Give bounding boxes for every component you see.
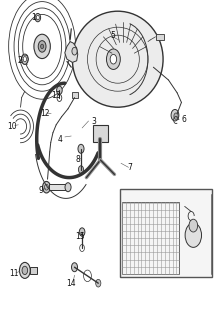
Circle shape bbox=[96, 279, 101, 287]
Bar bbox=[93, 125, 108, 142]
Circle shape bbox=[71, 263, 78, 272]
Text: 14: 14 bbox=[67, 279, 76, 288]
Circle shape bbox=[36, 15, 39, 20]
Circle shape bbox=[34, 34, 50, 59]
Text: 4: 4 bbox=[58, 135, 63, 144]
Text: 5: 5 bbox=[110, 31, 115, 40]
Text: 11: 11 bbox=[9, 269, 19, 278]
Text: 9: 9 bbox=[39, 186, 43, 195]
Text: 6: 6 bbox=[181, 116, 186, 124]
Text: 8: 8 bbox=[75, 156, 80, 164]
Circle shape bbox=[72, 47, 77, 55]
Bar bbox=[30, 267, 37, 274]
Text: 13: 13 bbox=[51, 92, 61, 100]
Bar bbox=[49, 184, 68, 190]
Circle shape bbox=[19, 262, 30, 278]
Circle shape bbox=[171, 109, 179, 121]
Circle shape bbox=[174, 113, 178, 119]
Circle shape bbox=[185, 223, 202, 247]
Text: 2: 2 bbox=[17, 56, 22, 65]
Circle shape bbox=[78, 144, 84, 153]
Circle shape bbox=[35, 13, 41, 22]
Bar bbox=[120, 189, 212, 277]
Circle shape bbox=[23, 57, 27, 62]
Circle shape bbox=[38, 41, 46, 52]
Text: 3: 3 bbox=[92, 117, 96, 126]
Circle shape bbox=[110, 54, 117, 64]
Polygon shape bbox=[65, 42, 78, 62]
Bar bbox=[72, 92, 78, 98]
Polygon shape bbox=[156, 34, 164, 40]
Ellipse shape bbox=[72, 11, 163, 107]
Circle shape bbox=[22, 266, 28, 275]
Circle shape bbox=[57, 86, 62, 94]
Text: 7: 7 bbox=[127, 164, 132, 172]
Circle shape bbox=[21, 54, 28, 64]
Text: 15: 15 bbox=[75, 232, 85, 241]
Circle shape bbox=[65, 183, 71, 192]
Bar bbox=[122, 202, 179, 274]
Circle shape bbox=[79, 228, 85, 236]
Text: 1: 1 bbox=[31, 13, 36, 22]
Circle shape bbox=[43, 181, 50, 193]
Circle shape bbox=[106, 49, 120, 69]
Text: 10: 10 bbox=[7, 122, 17, 131]
Circle shape bbox=[189, 219, 198, 232]
Circle shape bbox=[41, 44, 44, 49]
Circle shape bbox=[78, 166, 84, 173]
Text: 12: 12 bbox=[41, 109, 50, 118]
